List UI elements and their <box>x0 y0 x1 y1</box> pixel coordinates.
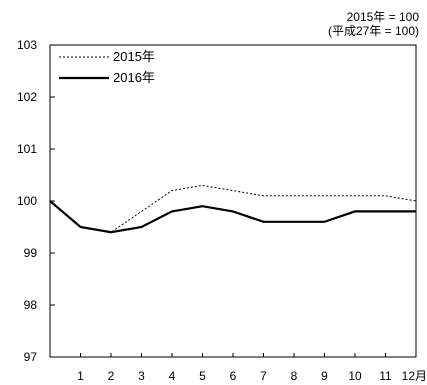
x-tick-label: 3 <box>138 369 145 383</box>
x-tick-label: 9 <box>321 369 328 383</box>
x-tick-label: 2 <box>108 369 115 383</box>
base-year-note-sub: (平成27年 = 100) <box>327 24 419 38</box>
x-tick-label: 8 <box>291 369 298 383</box>
x-tick-label: 12月 <box>402 369 427 383</box>
y-tick-label: 97 <box>24 350 38 364</box>
series-line-2016 <box>49 200 416 234</box>
y-tick-label: 98 <box>24 298 38 312</box>
x-tick-label: 10 <box>348 369 362 383</box>
series-line-2015 <box>49 184 417 233</box>
base-year-note: 2015年 = 100 <box>346 10 419 24</box>
legend-label-2016: 2016年 <box>113 70 155 85</box>
y-tick-label: 100 <box>17 194 37 208</box>
x-tick-label: 5 <box>199 369 206 383</box>
x-tick-label: 7 <box>260 369 267 383</box>
y-tick-label: 101 <box>17 142 37 156</box>
x-tick-label: 4 <box>169 369 176 383</box>
x-tick-label: 6 <box>230 369 237 383</box>
y-tick-label: 99 <box>24 246 38 260</box>
plot-frame <box>49 44 417 358</box>
x-tick-label: 1 <box>77 369 84 383</box>
legend-label-2015: 2015年 <box>113 49 155 64</box>
y-tick-label: 103 <box>17 38 37 52</box>
y-tick-label: 102 <box>17 90 37 104</box>
x-tick-label: 11 <box>379 369 392 383</box>
